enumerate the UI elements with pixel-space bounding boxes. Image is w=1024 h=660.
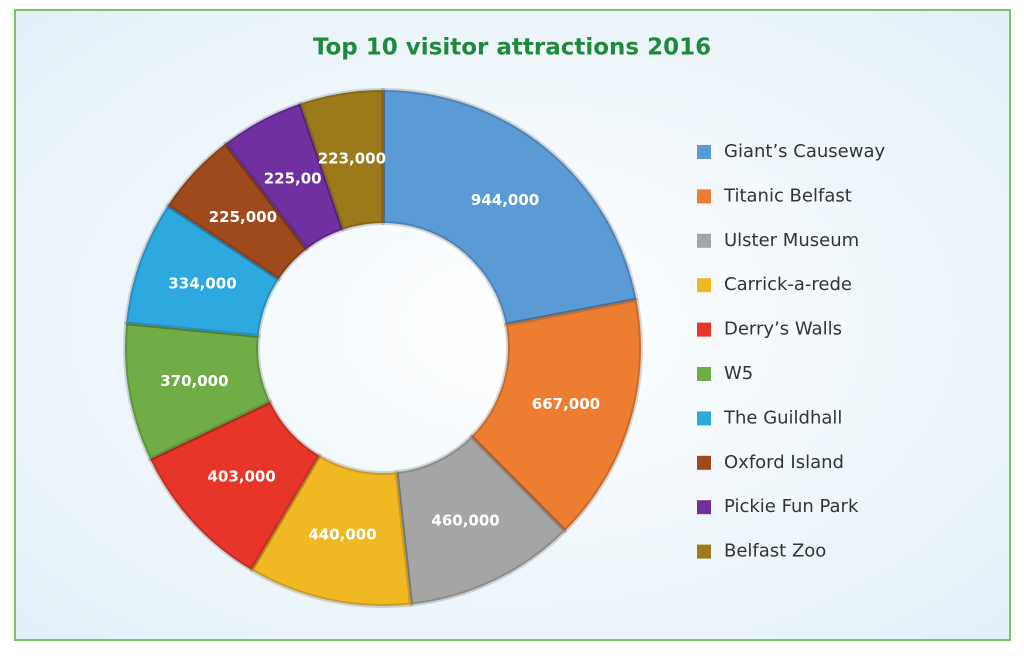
legend: Giant’s Causeway Titanic Belfast Ulster Mu…	[697, 141, 885, 562]
legend-label: Giant’s Causeway	[724, 141, 885, 162]
legend-label: Derry’s Walls	[724, 319, 842, 340]
value-label: 460,000	[431, 511, 499, 529]
legend-swatch	[697, 455, 711, 470]
value-label: 370,000	[160, 372, 228, 390]
legend-label: The Guildhall	[723, 407, 842, 428]
legend-swatch	[697, 145, 711, 159]
legend-swatch	[697, 411, 711, 426]
value-label: 225,00	[264, 170, 322, 188]
slice	[394, 434, 567, 607]
legend-swatch	[697, 189, 711, 204]
slice	[124, 203, 281, 338]
legend-label: Titanic Belfast	[723, 185, 852, 206]
legend-label: Belfast Zoo	[724, 541, 826, 562]
slice	[249, 453, 414, 608]
legend-swatch	[697, 233, 711, 248]
legend-label: Ulster Museum	[724, 230, 859, 251]
legend-swatch	[697, 278, 711, 293]
value-label: 440,000	[308, 526, 376, 544]
chart-title: Top 10 visitor attractions 2016	[313, 35, 711, 61]
legend-label: Pickie Fun Park	[724, 496, 859, 517]
value-label: 334,000	[168, 274, 236, 292]
slice	[148, 399, 322, 572]
value-label: 667,000	[532, 395, 600, 413]
legend-label: W5	[724, 363, 753, 384]
slice	[469, 297, 643, 533]
value-label: 223,000	[318, 150, 386, 168]
legend-swatch	[697, 367, 711, 381]
legend-label: Carrick-a-rede	[724, 274, 852, 295]
donut: 944,000 667,000 460,000 440,000 403,000 370,0…	[123, 88, 643, 608]
legend-label: Oxford Island	[724, 452, 844, 473]
slice	[298, 88, 385, 232]
legend-swatch	[697, 500, 711, 515]
legend-swatch	[697, 544, 711, 559]
legend-swatch	[697, 322, 711, 337]
slice	[381, 88, 639, 327]
value-label: 225,000	[209, 208, 277, 226]
value-label: 944,000	[471, 191, 539, 209]
value-label: 403,000	[207, 468, 275, 486]
slice	[123, 321, 273, 462]
